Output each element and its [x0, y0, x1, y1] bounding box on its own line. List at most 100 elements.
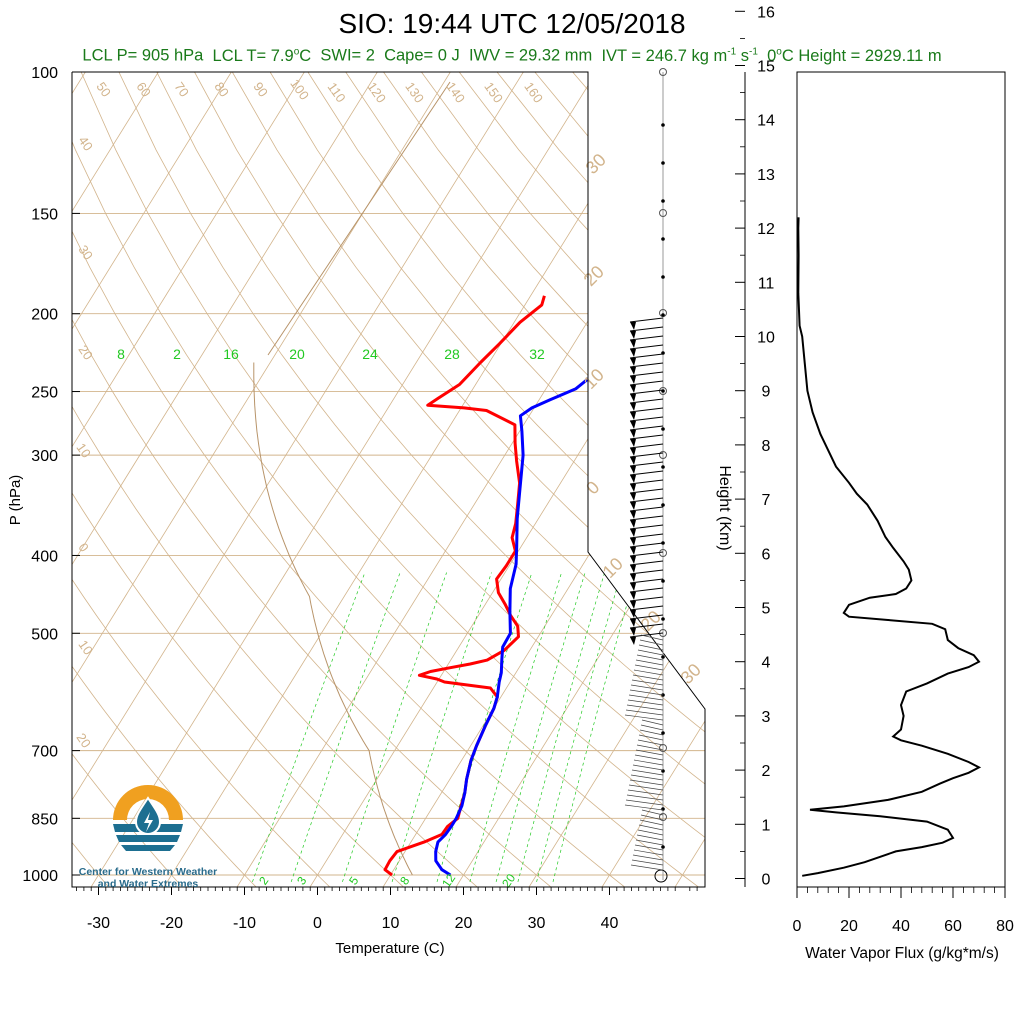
wind-barb-pennant [630, 538, 636, 546]
adiabat-right-label: 20 [580, 262, 608, 290]
height-tick-label: 16 [757, 4, 775, 21]
wind-barb-line [638, 734, 664, 741]
wind-barb-line [633, 849, 664, 856]
wind-barb-pennant [630, 331, 636, 339]
mixing-ratio-line [252, 572, 366, 883]
logo-sun-arc [113, 785, 183, 820]
iwv-value: IWV = 29.32 mm [468, 46, 593, 65]
isotherm-line [72, 72, 535, 887]
height-tick-label: 5 [762, 601, 771, 618]
dry-adiabat-line [458, 72, 705, 887]
wind-barb-shaft [629, 479, 664, 485]
adiabat-right-label: 30 [582, 150, 610, 178]
isotherm-line [87, 72, 608, 887]
wind-barb-shaft [629, 623, 664, 629]
isotherm-top-label: 120 [364, 79, 389, 105]
dry-adiabat-line [80, 72, 705, 887]
mixing-ratio-top-label: 16 [223, 346, 239, 362]
wind-dot [661, 845, 665, 849]
cape-value: Cape= 0 J [384, 46, 460, 65]
isotherm-line [598, 72, 705, 887]
wind-dot [661, 123, 665, 127]
wind-barb-line [629, 779, 664, 786]
wind-barb-shaft [629, 470, 664, 476]
isotherm-line [0, 54, 23, 892]
wind-barb-shaft [629, 506, 664, 512]
wind-barb-shaft [629, 326, 664, 332]
wind-barb-shaft [629, 443, 664, 449]
height-tick-label: 4 [762, 655, 771, 672]
chart-subtitle: LCL P= 905 hPa LCL T= 7.9oC SWI= 2 Cape=… [0, 46, 1024, 66]
isotherm-line [452, 72, 705, 887]
isotherm-top-label: 100 [287, 76, 312, 102]
x-tick-label: -20 [160, 915, 183, 932]
wind-dot [661, 655, 665, 659]
dry-adiabat-line [610, 72, 705, 887]
wind-barb-shaft [629, 569, 664, 575]
wind-barb-line [636, 744, 664, 751]
wind-barb-line [628, 694, 664, 701]
mixing-ratio-top-label: 2 [173, 346, 181, 362]
wind-dot [661, 807, 665, 811]
adiabat-guide-line [267, 81, 451, 356]
isotherm-line [72, 72, 389, 887]
wind-barb-line [624, 804, 664, 811]
height-tick-label: 3 [762, 709, 771, 726]
flux-x-tick-label: 40 [892, 918, 910, 935]
wind-barb-shaft [629, 488, 664, 494]
wind-barb-line [625, 799, 664, 806]
mixing-ratio-line [495, 572, 586, 882]
wind-barb-line [638, 824, 664, 831]
dry-adiabat-line [231, 72, 705, 887]
wind-barb-pennant [630, 385, 636, 393]
wind-dot [661, 237, 665, 241]
wind-barb-line [625, 709, 664, 716]
wind-barb-line [637, 829, 664, 836]
height-tick-label: 11 [758, 275, 775, 292]
dry-adiabat-line [118, 72, 705, 887]
wind-barb-pennant [630, 529, 636, 537]
height-tick-label: 10 [757, 330, 775, 347]
wind-barb-line [631, 769, 664, 776]
mixing-ratio-line [536, 572, 622, 882]
flux-line [797, 217, 982, 877]
wind-barb-pennant [630, 511, 636, 519]
wind-barb-shaft [629, 317, 664, 323]
isotherm-top-label: 70 [171, 79, 192, 99]
wind-barb-pennant [630, 376, 636, 384]
logo-wave-bottom [121, 845, 175, 851]
skewt-ylabel: P (hPa) [7, 475, 24, 526]
isotherm-left-label: 20 [75, 342, 96, 362]
wind-dot [661, 579, 665, 583]
wind-barb-line [641, 719, 664, 726]
wind-dot [661, 199, 665, 203]
wind-barb-pennant [630, 475, 636, 483]
wind-barb-shaft [629, 371, 664, 377]
flux-x-tick-label: 0 [793, 918, 802, 935]
wind-barb-line [629, 689, 664, 696]
wind-barb-line [637, 739, 664, 746]
isotherm-top-label: 140 [443, 79, 468, 105]
wind-barb-pennant [630, 601, 636, 609]
wind-barb-shaft [629, 542, 664, 548]
height-tick-label: 7 [762, 492, 771, 509]
wind-calm-circle [659, 387, 667, 395]
wind-dot [661, 275, 665, 279]
wind-barb-line [634, 754, 664, 761]
wind-dot [661, 465, 665, 469]
wind-barb-line [635, 749, 664, 756]
wind-barb-line [631, 859, 664, 866]
isotherm-top-label: 60 [133, 79, 154, 99]
wind-calm-circle [659, 549, 667, 557]
wind-barb-shaft [629, 533, 664, 539]
dry-adiabat-line [72, 72, 484, 887]
y-tick-label: 1000 [22, 868, 58, 885]
moist-adiabat-line [253, 362, 413, 876]
wind-barb-line [624, 714, 664, 721]
mixing-ratio-line [290, 572, 401, 883]
wind-barb-line [638, 644, 664, 651]
mixing-ratio-line [436, 572, 533, 882]
wind-calm-circle [659, 451, 667, 459]
isotherm-top-label: 160 [521, 79, 546, 105]
wind-barb-line [630, 684, 664, 691]
